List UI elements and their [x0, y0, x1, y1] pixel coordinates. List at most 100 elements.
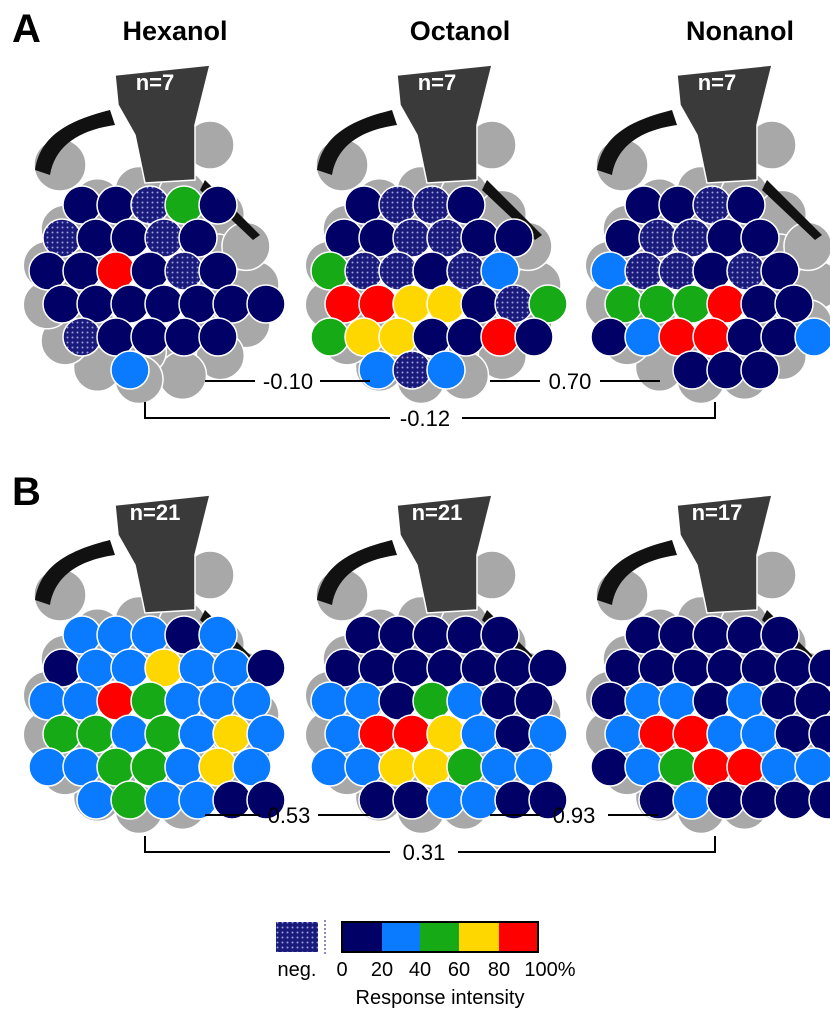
- glomerulus-response: [794, 747, 830, 787]
- glomerular-map: n=21: [22, 494, 286, 835]
- correlation: 0.31: [403, 840, 446, 865]
- scale-label: 20: [371, 959, 393, 981]
- glomerulus-response: [638, 780, 678, 820]
- glomerulus-response: [726, 185, 766, 225]
- glomerulus-response: [392, 350, 432, 390]
- glomerulus-response: [760, 615, 800, 655]
- tract: [597, 110, 677, 175]
- glomerulus-response: [740, 218, 780, 258]
- n-label: n=7: [418, 70, 457, 95]
- glomerulus-response: [110, 780, 150, 820]
- glomerulus-response: [246, 648, 286, 688]
- glomerulus-response: [198, 317, 238, 357]
- glomerulus-response: [76, 780, 116, 820]
- glomerulus-response: [232, 681, 272, 721]
- panel-label: B: [12, 470, 41, 514]
- glomerulus-response: [426, 780, 466, 820]
- glomerulus-response: [794, 681, 830, 721]
- glomerulus-response: [446, 185, 486, 225]
- glomerulus-response: [246, 284, 286, 324]
- correlation: -0.12: [400, 406, 450, 431]
- stalk: [114, 494, 211, 614]
- glomerulus-response: [528, 284, 568, 324]
- tract: [762, 180, 822, 240]
- glomerulus-response: [130, 317, 170, 357]
- legend-title: Response intensity: [356, 987, 525, 1009]
- glomerulus-response: [446, 317, 486, 357]
- tract: [35, 110, 115, 175]
- glomerulus-response: [480, 615, 520, 655]
- odor-title: Nonanol: [686, 16, 794, 46]
- glomerulus-response: [590, 747, 630, 787]
- brackets: [144, 380, 716, 853]
- correlation: -0.10: [263, 369, 313, 394]
- maps: n=7 n=7 n=7 n=21 n=21 n=17: [22, 64, 830, 835]
- glomerular-map: n=7: [584, 64, 830, 405]
- glomerulus-response: [232, 747, 272, 787]
- glomerulus-response: [740, 780, 780, 820]
- scale-label: 100%: [524, 959, 575, 981]
- glomerulus-response: [774, 780, 814, 820]
- swatch: [499, 922, 538, 952]
- n-label: n=7: [136, 70, 175, 95]
- glomerulus-response: [310, 317, 350, 357]
- stalk: [676, 494, 773, 614]
- glomerulus-response: [144, 780, 184, 820]
- glomerulus-response: [514, 317, 554, 357]
- glomerulus-response: [198, 615, 238, 655]
- glomerular-map: n=21: [304, 494, 568, 835]
- glomerulus-response: [514, 681, 554, 721]
- glomerulus-response: [672, 780, 712, 820]
- glomerulus-response: [164, 317, 204, 357]
- correlation: 0.53: [268, 803, 311, 828]
- panel-label: A: [12, 7, 41, 51]
- scale-label: 40: [409, 959, 431, 981]
- n-label: n=17: [692, 500, 743, 525]
- glomerulus-response: [310, 747, 350, 787]
- glomerulus-response: [706, 780, 746, 820]
- glomerulus-response: [774, 284, 814, 324]
- glomerulus-response: [528, 714, 568, 754]
- glomerulus-response: [480, 317, 520, 357]
- scale-label: 80: [488, 959, 510, 981]
- glomerulus-response: [494, 218, 534, 258]
- glomerulus-response: [808, 714, 830, 754]
- legend: neg. 0 20 40 60 80 100% Response intensi…: [276, 920, 576, 1009]
- glomerulus-response: [528, 780, 568, 820]
- glomerulus-response: [808, 780, 830, 820]
- glomerular-map: n=17: [584, 494, 830, 835]
- glomerulus-response: [178, 218, 218, 258]
- glomerular-map: n=7: [304, 64, 568, 405]
- odor-title: Octanol: [410, 16, 511, 46]
- neg-label: neg.: [278, 959, 317, 981]
- glomerulus-response: [42, 284, 82, 324]
- neg-swatch: [276, 922, 318, 952]
- tract: [317, 540, 397, 605]
- stalk: [396, 64, 493, 184]
- glomerulus-response: [62, 317, 102, 357]
- swatch: [342, 922, 382, 952]
- glomerulus-response: [426, 350, 466, 390]
- glomerulus-response: [358, 350, 398, 390]
- n-label: n=21: [130, 500, 181, 525]
- glomerulus-response: [624, 317, 664, 357]
- glomerulus-response: [178, 780, 218, 820]
- glomerulus-response: [358, 780, 398, 820]
- n-label: n=21: [412, 500, 463, 525]
- scale-label: 0: [336, 959, 347, 981]
- glomerulus-response: [212, 780, 252, 820]
- swatch: [420, 922, 459, 952]
- stalk: [114, 64, 211, 184]
- swatch: [382, 922, 420, 952]
- glomerulus-response: [246, 780, 286, 820]
- tract: [317, 110, 397, 175]
- glomerulus-response: [706, 350, 746, 390]
- glomerulus-response: [110, 350, 150, 390]
- odor-title: Hexanol: [122, 16, 227, 46]
- glomerulus-response: [672, 350, 712, 390]
- stalk: [396, 494, 493, 614]
- glomerulus-response: [480, 251, 520, 291]
- glomerulus-response: [808, 648, 830, 688]
- correlation: 0.70: [549, 369, 592, 394]
- glomerulus-response: [760, 317, 800, 357]
